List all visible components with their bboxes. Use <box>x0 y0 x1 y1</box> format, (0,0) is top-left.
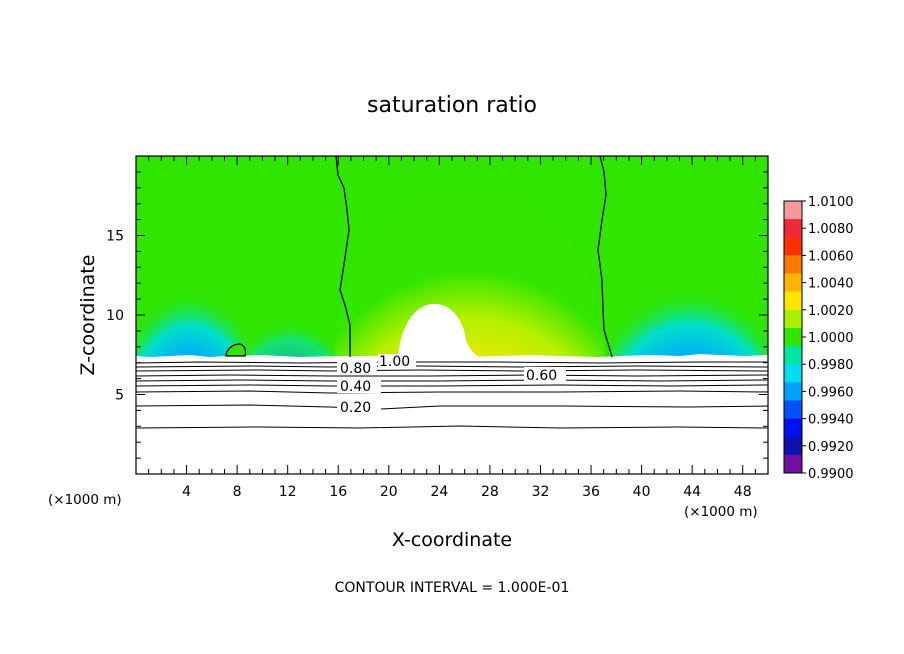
x-tick-label: 4 <box>182 484 191 500</box>
x-tick-label: 32 <box>532 484 550 500</box>
colorbar-label: 1.0060 <box>808 249 854 264</box>
chart-title: saturation ratio <box>367 93 537 118</box>
colorbar-label: 0.9940 <box>808 413 854 428</box>
contour-lines <box>135 361 769 429</box>
contour-interval-note: CONTOUR INTERVAL = 1.000E-01 <box>335 580 570 596</box>
colorbar-swatch <box>784 418 802 438</box>
colorbar-label: 1.0000 <box>808 331 854 346</box>
contour-line <box>135 361 768 364</box>
colorbar-label: 0.9900 <box>808 467 854 482</box>
colorbar-swatch <box>784 454 802 474</box>
y-tick-labels: 5 10 15 <box>106 229 124 404</box>
colorbar-swatch <box>784 291 802 311</box>
contour-label-1.00: 1.00 <box>379 354 410 370</box>
colorbar-swatch <box>784 201 802 220</box>
y-tick-label: 10 <box>106 308 124 324</box>
colorbar-label: 0.9960 <box>808 385 854 400</box>
cloud-free-dome <box>398 303 485 358</box>
x-tick-label: 40 <box>633 484 651 500</box>
x-tick-label: 8 <box>233 484 242 500</box>
x-tick-label: 20 <box>380 484 398 500</box>
contour-line <box>135 374 769 377</box>
x-tick-label: 44 <box>683 484 701 500</box>
x-tick-label: 16 <box>329 484 347 500</box>
colorbar-swatch <box>784 346 802 365</box>
colorbar-swatch <box>784 219 802 238</box>
contour-line <box>135 404 769 410</box>
y-tick-label: 5 <box>115 388 124 404</box>
heatmap-field <box>136 156 768 474</box>
axis-ticks <box>136 156 768 474</box>
contour-label-0.80: 0.80 <box>340 361 371 377</box>
colorbar-label: 1.0100 <box>808 195 854 210</box>
x-tick-label: 36 <box>582 484 600 500</box>
y-axis-label: Z-coordinate <box>77 255 99 376</box>
contour-line <box>135 390 769 394</box>
colorbar-swatch <box>784 309 802 329</box>
contour-line <box>135 384 769 387</box>
contour-line <box>135 379 769 382</box>
x-unit-left: (×1000 m) <box>48 492 122 508</box>
colorbar-swatch <box>784 273 802 293</box>
y-tick-label: 15 <box>106 229 124 245</box>
x-unit-right: (×1000 m) <box>684 504 758 520</box>
colorbar-swatch <box>784 327 802 347</box>
colorbar <box>783 200 806 474</box>
contour-labels: 0.20 0.40 0.60 0.80 1.00 <box>337 354 566 416</box>
colorbar-label: 1.0040 <box>808 277 854 292</box>
cloud-boundary-contour-right <box>597 156 613 358</box>
colorbar-labels: 1.0100 1.0080 1.0060 1.0040 1.0020 1.0000 0.99… <box>808 195 854 482</box>
colorbar-label: 0.9980 <box>808 358 854 373</box>
cloud-boundary-contour-left <box>335 156 351 357</box>
x-tick-labels: 4 8 12 16 20 24 28 32 36 40 44 48 <box>182 484 752 500</box>
contour-line <box>135 369 769 372</box>
colorbar-swatch <box>784 436 802 456</box>
contour-label-0.20: 0.20 <box>340 400 371 416</box>
contour-line <box>135 365 769 368</box>
colorbar-swatch <box>784 364 802 383</box>
colorbar-label: 1.0080 <box>808 222 854 237</box>
colorbar-label: 0.9920 <box>808 440 854 455</box>
x-tick-label: 24 <box>430 484 448 500</box>
x-axis-label: X-coordinate <box>392 529 512 551</box>
surface-mask <box>136 354 768 474</box>
colorbar-swatch <box>784 255 802 275</box>
colorbar-swatch <box>784 237 802 256</box>
contour-line <box>135 425 769 429</box>
x-tick-label: 48 <box>734 484 752 500</box>
colorbar-label: 1.0020 <box>808 304 854 319</box>
colorbar-swatch <box>784 400 802 420</box>
x-tick-label: 12 <box>279 484 297 500</box>
small-closed-contour <box>225 343 247 357</box>
contour-label-0.60-right: 0.60 <box>526 368 557 384</box>
x-tick-label: 28 <box>481 484 499 500</box>
contour-label-0.40: 0.40 <box>340 379 371 395</box>
colorbar-swatch <box>784 382 802 401</box>
